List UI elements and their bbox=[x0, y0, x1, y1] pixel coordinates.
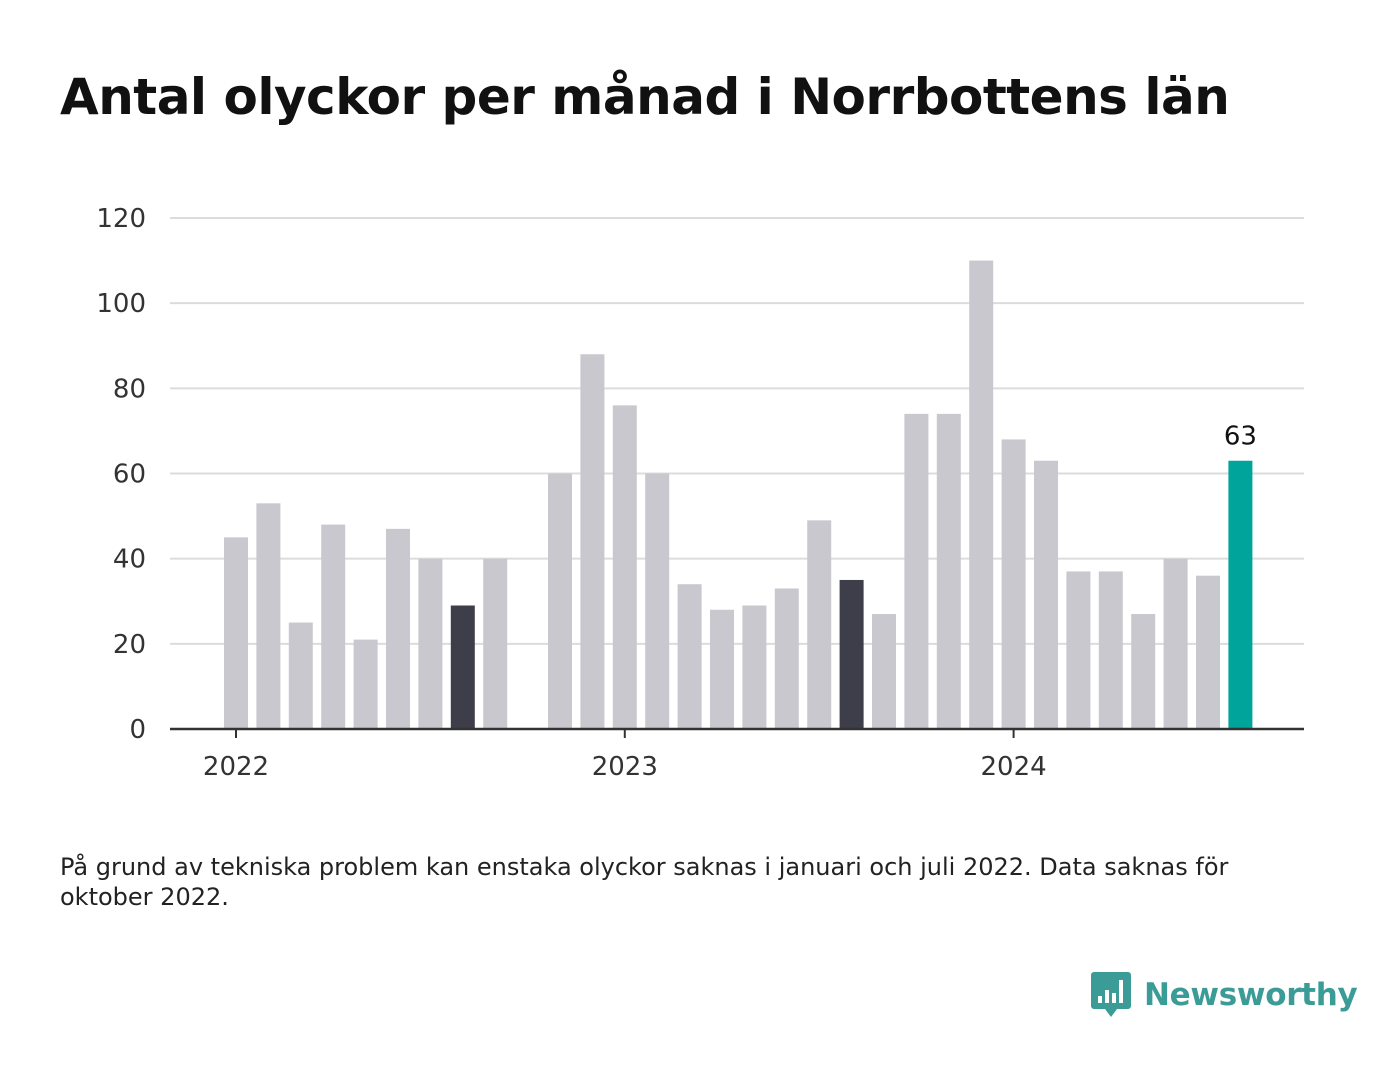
bar-2022-12 bbox=[580, 354, 605, 729]
bar-chart: 0 20 40 60 80 100 120 2022 2023 2024 63 bbox=[96, 204, 1304, 782]
bar-2022-03 bbox=[288, 622, 313, 729]
bar-2023-02 bbox=[645, 473, 670, 729]
bar-2023-08 bbox=[839, 579, 864, 729]
bar-2024-01 bbox=[1001, 439, 1026, 729]
bar-2023-04 bbox=[710, 609, 734, 729]
y-tick-label: 100 bbox=[96, 289, 146, 319]
bar-2024-05 bbox=[1131, 614, 1156, 729]
chart-title: Antal olyckor per månad i Norrbottens lä… bbox=[60, 68, 1230, 126]
bar-2023-10 bbox=[904, 413, 929, 729]
y-tick-label: 40 bbox=[113, 545, 146, 575]
bar-2023-06 bbox=[774, 588, 799, 729]
bar-2024-03 bbox=[1066, 571, 1091, 729]
newsworthy-logo-icon bbox=[1091, 972, 1131, 1017]
brand-logo: Newsworthy bbox=[1090, 970, 1358, 1020]
data-label-latest: 63 bbox=[1224, 422, 1257, 452]
bar-2022-07 bbox=[418, 558, 443, 729]
bar-2022-11 bbox=[548, 473, 572, 729]
bar-2022-05 bbox=[353, 639, 378, 729]
y-tick-label: 60 bbox=[113, 460, 146, 490]
bar-2022-04 bbox=[321, 524, 346, 729]
y-tick-label: 0 bbox=[129, 715, 146, 745]
bar-2022-01 bbox=[224, 537, 248, 729]
x-tick-label: 2024 bbox=[981, 752, 1047, 782]
bar-2023-07 bbox=[807, 520, 832, 729]
bar-2023-05 bbox=[742, 605, 767, 729]
bar-2022-02 bbox=[256, 503, 281, 729]
footnote: På grund av tekniska problem kan enstaka… bbox=[60, 853, 1229, 911]
x-tick-label: 2023 bbox=[592, 752, 658, 782]
bar-2024-08 bbox=[1228, 460, 1253, 729]
y-tick-label: 80 bbox=[113, 374, 146, 404]
bar-2023-03 bbox=[677, 584, 702, 729]
bar-2023-12 bbox=[969, 260, 994, 729]
bar-2024-02 bbox=[1034, 460, 1058, 729]
bar-2023-11 bbox=[936, 413, 961, 729]
brand-name: Newsworthy bbox=[1144, 977, 1358, 1013]
bar-2024-04 bbox=[1098, 571, 1123, 729]
x-tick-label: 2022 bbox=[203, 752, 269, 782]
bar-2022-09 bbox=[483, 558, 508, 729]
bar-2023-09 bbox=[872, 614, 896, 729]
y-tick-label: 120 bbox=[96, 204, 146, 234]
bar-2023-01 bbox=[612, 405, 637, 729]
bar-2024-06 bbox=[1163, 558, 1188, 729]
bar-2022-06 bbox=[386, 528, 410, 729]
bar-2022-08 bbox=[450, 605, 475, 729]
bar-2024-07 bbox=[1196, 575, 1220, 729]
y-tick-label: 20 bbox=[113, 630, 146, 660]
